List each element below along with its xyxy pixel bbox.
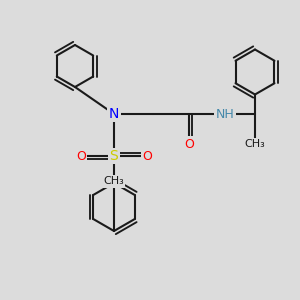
Text: N: N: [109, 107, 119, 121]
Text: O: O: [184, 137, 194, 151]
Text: S: S: [110, 149, 118, 163]
Text: O: O: [142, 149, 152, 163]
Text: CH₃: CH₃: [103, 176, 124, 187]
Text: O: O: [76, 149, 86, 163]
Text: CH₃: CH₃: [244, 139, 266, 149]
Text: NH: NH: [216, 107, 234, 121]
